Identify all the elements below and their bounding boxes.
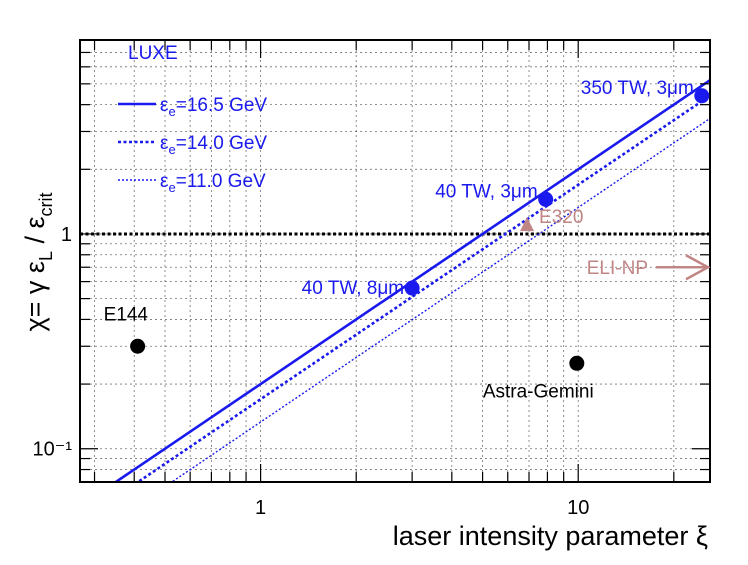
eli-np-arrow-head <box>685 254 711 281</box>
x-axis-title: laser intensity parameter ξ <box>393 521 708 551</box>
luxe-label: LUXE <box>128 43 178 64</box>
legend-label-2: εe=11.0 GeV <box>160 171 266 195</box>
e320-marker <box>520 217 535 232</box>
series-lines <box>113 79 710 482</box>
point-label: 40 TW, 8μm <box>302 278 404 299</box>
point-marker <box>569 355 585 371</box>
x-tick-label: 10 <box>567 497 589 519</box>
point-marker <box>404 280 420 296</box>
grid <box>80 39 710 483</box>
y-tick-label: 10⁻¹ <box>33 439 73 461</box>
series-line-0 <box>113 79 710 482</box>
point-label: 350 TW, 3μm <box>581 78 694 99</box>
point-label: 40 TW, 3μm <box>435 181 537 202</box>
point-marker <box>694 88 710 104</box>
y-axis-title: χ= γ εL / εcrit <box>20 192 56 331</box>
annotations: E320 ELI-NP <box>520 207 711 281</box>
point-marker <box>538 191 554 207</box>
legend-label-0: εe=16.5 GeV <box>160 95 267 119</box>
legend-label-1: εe=14.0 GeV <box>160 133 267 157</box>
series-line-1 <box>135 94 710 482</box>
data-points: 350 TW, 3μm 40 TW, 3μm 40 TW, 8μm E144 Astra… <box>104 78 710 402</box>
point-label: Astra-Gemini <box>483 381 594 402</box>
y-tick-label: 1 <box>61 224 72 246</box>
point-marker <box>130 338 146 354</box>
legend: εe=16.5 GeV εe=14.0 GeV εe=11.0 GeV <box>118 95 267 195</box>
e320-label: E320 <box>539 207 583 228</box>
series-line-2 <box>170 117 710 482</box>
x-tick-label: 1 <box>255 497 266 519</box>
plot-frame <box>79 39 711 483</box>
ticks <box>80 39 710 483</box>
eli-np-label: ELI-NP <box>587 258 648 279</box>
tick-labels: 1 10 10⁻¹ 1 <box>33 224 590 519</box>
point-label: E144 <box>104 304 149 325</box>
